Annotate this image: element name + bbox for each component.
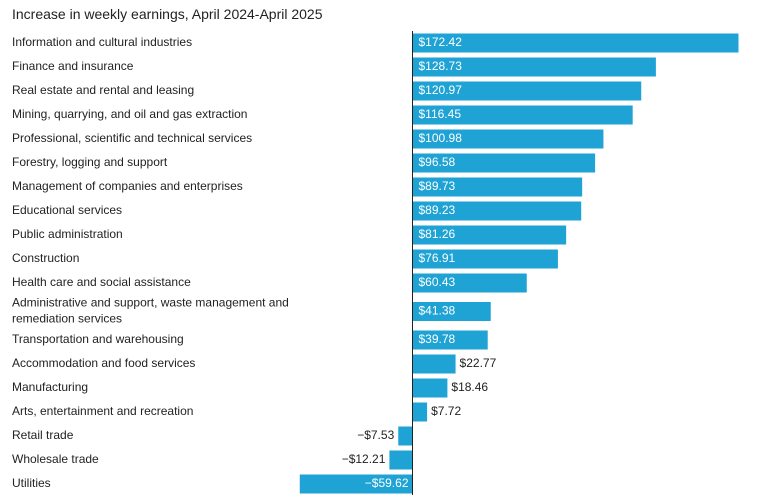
value-label: $7.72 <box>431 404 461 418</box>
value-label: −$7.53 <box>357 428 394 442</box>
category-label-line: Health care and social assistance <box>12 275 191 289</box>
bar <box>412 273 527 293</box>
bar <box>412 249 558 269</box>
value-label: $60.43 <box>419 275 456 289</box>
value-label: $81.26 <box>419 227 456 241</box>
bar <box>412 302 491 321</box>
category-label-line: Information and cultural industries <box>12 35 192 49</box>
category-label: Wholesale trade <box>12 452 99 466</box>
value-label: $22.77 <box>460 356 497 370</box>
bar <box>412 81 642 101</box>
category-label: Retail trade <box>12 428 74 442</box>
bar <box>412 153 596 173</box>
category-label-line: Accommodation and food services <box>12 356 195 370</box>
bar <box>412 105 633 125</box>
category-label-line: Educational services <box>12 203 122 217</box>
bar <box>412 177 583 197</box>
bar <box>412 57 656 77</box>
chart-title: Increase in weekly earnings, April 2024-… <box>12 6 323 22</box>
category-label: Mining, quarrying, and oil and gas extra… <box>12 107 247 121</box>
category-label-line: Manufacturing <box>12 380 88 394</box>
category-label: Construction <box>12 251 79 265</box>
category-label: Transportation and warehousing <box>12 332 184 346</box>
bar <box>389 450 413 470</box>
category-label: Finance and insurance <box>12 59 134 73</box>
category-label-line: Retail trade <box>12 428 74 442</box>
value-label: $89.73 <box>419 179 456 193</box>
category-label: Professional, scientific and technical s… <box>12 131 252 145</box>
value-label: $18.46 <box>451 380 488 394</box>
category-label-line: Wholesale trade <box>12 452 99 466</box>
bar <box>398 426 413 446</box>
bar <box>412 402 428 422</box>
category-label: Real estate and rental and leasing <box>12 83 194 97</box>
category-label-line: Arts, entertainment and recreation <box>12 404 193 418</box>
bar <box>412 378 448 398</box>
category-label-line: Transportation and warehousing <box>12 332 184 346</box>
value-label: −$59.62 <box>365 476 409 490</box>
category-label: Forestry, logging and support <box>12 155 168 169</box>
category-label-line: Mining, quarrying, and oil and gas extra… <box>12 107 247 121</box>
category-label: Manufacturing <box>12 380 88 394</box>
category-label: Arts, entertainment and recreation <box>12 404 193 418</box>
category-label-line: Administrative and support, waste manage… <box>12 296 289 310</box>
category-label: Health care and social assistance <box>12 275 191 289</box>
category-label-line: Utilities <box>12 476 51 490</box>
category-label-line: remediation services <box>12 312 122 326</box>
bar <box>299 474 413 494</box>
category-label-line: Management of companies and enterprises <box>12 179 243 193</box>
value-label: $128.73 <box>419 59 463 73</box>
value-label: $41.38 <box>419 304 456 318</box>
value-label: $39.78 <box>419 332 456 346</box>
category-label: Administrative and support, waste manage… <box>12 296 289 326</box>
category-label: Educational services <box>12 203 122 217</box>
value-label: $76.91 <box>419 251 456 265</box>
category-label-line: Public administration <box>12 227 123 241</box>
category-label-line: Real estate and rental and leasing <box>12 83 194 97</box>
value-label: −$12.21 <box>342 452 386 466</box>
value-label: $120.97 <box>419 83 463 97</box>
bar <box>412 201 582 221</box>
value-label: $89.23 <box>419 203 456 217</box>
category-label-line: Construction <box>12 251 79 265</box>
bar <box>412 129 604 149</box>
value-label: $96.58 <box>419 155 456 169</box>
category-label: Utilities <box>12 476 51 490</box>
category-label-line: Professional, scientific and technical s… <box>12 131 252 145</box>
value-label: $100.98 <box>419 131 463 145</box>
labels-layer: Information and cultural industries $172.… <box>12 35 497 490</box>
value-label: $116.45 <box>419 107 462 121</box>
category-label: Management of companies and enterprises <box>12 179 243 193</box>
value-label: $172.42 <box>419 35 463 49</box>
bar <box>412 225 567 245</box>
bar <box>412 33 739 53</box>
category-label: Information and cultural industries <box>12 35 192 49</box>
bar <box>412 354 456 374</box>
category-label-line: Finance and insurance <box>12 59 134 73</box>
category-label: Accommodation and food services <box>12 356 195 370</box>
bar <box>412 330 488 350</box>
category-label: Public administration <box>12 227 123 241</box>
bars-layer <box>299 33 739 494</box>
category-label-line: Forestry, logging and support <box>12 155 168 169</box>
